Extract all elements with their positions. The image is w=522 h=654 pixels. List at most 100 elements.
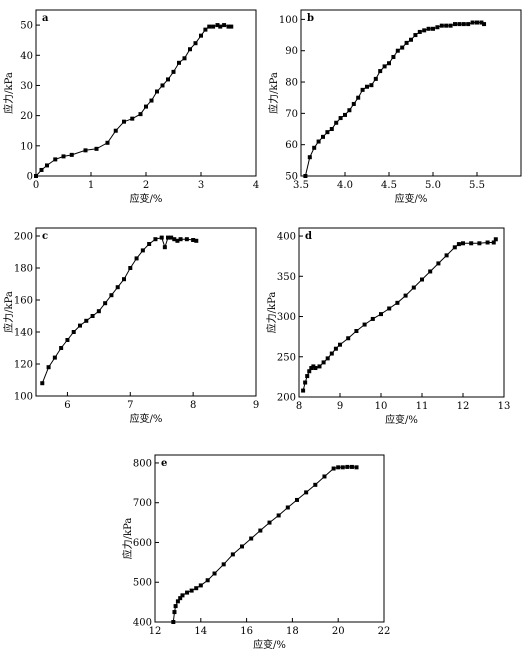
data-point bbox=[382, 64, 387, 69]
data-point bbox=[185, 590, 190, 595]
x-tick-label: 5.0 bbox=[425, 180, 441, 191]
y-tick-label: 600 bbox=[133, 538, 152, 549]
data-point bbox=[61, 154, 66, 159]
y-tick-label: 100 bbox=[279, 15, 298, 26]
x-tick-label: 12 bbox=[149, 626, 162, 637]
data-point bbox=[349, 464, 354, 469]
data-point bbox=[194, 238, 199, 243]
data-point bbox=[338, 116, 343, 121]
data-point bbox=[345, 464, 350, 469]
data-point bbox=[411, 285, 416, 290]
data-point bbox=[134, 256, 139, 261]
y-tick-label: 10 bbox=[20, 141, 33, 152]
panel-label: c bbox=[42, 231, 48, 242]
data-point bbox=[395, 300, 400, 305]
y-tick-label: 50 bbox=[285, 172, 298, 183]
x-tick-label: 2 bbox=[143, 180, 149, 191]
data-point bbox=[115, 285, 120, 290]
y-tick-label: 30 bbox=[20, 81, 33, 92]
data-point bbox=[325, 356, 330, 361]
data-point bbox=[479, 20, 484, 25]
data-point bbox=[456, 242, 461, 247]
data-point bbox=[452, 245, 457, 250]
data-point bbox=[172, 237, 177, 242]
data-point bbox=[351, 101, 356, 106]
y-tick-label: 350 bbox=[277, 272, 296, 283]
data-point bbox=[379, 312, 383, 317]
data-point bbox=[199, 33, 203, 38]
data-point bbox=[172, 610, 177, 615]
data-point bbox=[436, 261, 441, 266]
x-axis-title: 应变/% bbox=[130, 412, 163, 425]
data-point bbox=[212, 571, 217, 576]
data-point bbox=[211, 24, 216, 29]
data-point bbox=[175, 238, 180, 243]
data-point bbox=[193, 41, 198, 46]
x-tick-label: 4.0 bbox=[337, 180, 353, 191]
y-tick-label: 140 bbox=[14, 328, 33, 339]
x-tick-label: 4 bbox=[253, 180, 259, 191]
data-point bbox=[477, 241, 482, 246]
data-point bbox=[331, 466, 336, 471]
data-point bbox=[166, 77, 170, 82]
data-point bbox=[365, 84, 369, 89]
panel-label: b bbox=[307, 13, 314, 24]
data-point bbox=[230, 552, 235, 557]
data-point bbox=[90, 314, 95, 318]
data-point bbox=[175, 599, 180, 604]
data-point bbox=[147, 242, 152, 246]
data-point bbox=[198, 583, 203, 588]
y-tick-label: 70 bbox=[285, 109, 298, 120]
data-point bbox=[370, 316, 375, 321]
data-point bbox=[457, 22, 462, 27]
data-point bbox=[373, 76, 378, 81]
data-point bbox=[188, 47, 192, 52]
data-point bbox=[113, 128, 118, 133]
data-point bbox=[313, 366, 318, 371]
panel-d: 8 9 10 11 12 13 200 250 300 350 400 d 应变/% 应力/kPa bbox=[265, 227, 511, 426]
y-tick-label: 800 bbox=[133, 458, 152, 469]
y-tick-label: 160 bbox=[14, 296, 33, 307]
x-tick-label: 5.5 bbox=[469, 180, 485, 191]
data-point bbox=[356, 95, 361, 100]
x-tick-label: 18 bbox=[286, 626, 299, 637]
data-point bbox=[65, 338, 70, 342]
x-tick-label: 14 bbox=[194, 626, 207, 637]
data-point bbox=[276, 513, 281, 518]
series-line bbox=[302, 239, 497, 391]
data-point bbox=[105, 140, 110, 145]
y-tick-label: 180 bbox=[14, 264, 33, 275]
data-point bbox=[94, 146, 99, 151]
data-point bbox=[226, 24, 231, 29]
data-point bbox=[96, 309, 101, 314]
data-point bbox=[258, 528, 263, 533]
y-axis-title: 应力/kPa bbox=[267, 72, 280, 114]
data-point bbox=[40, 381, 45, 386]
data-point bbox=[144, 104, 148, 109]
x-tick-label: 3 bbox=[198, 180, 204, 191]
data-point bbox=[45, 163, 49, 168]
data-point bbox=[267, 520, 272, 525]
x-tick-label: 9 bbox=[253, 400, 259, 411]
data-point bbox=[69, 152, 74, 157]
y-tick-label: 90 bbox=[285, 46, 298, 57]
data-point bbox=[303, 174, 308, 178]
x-tick-label: 12 bbox=[457, 401, 470, 412]
data-point bbox=[346, 336, 351, 341]
plot-frame bbox=[35, 227, 257, 397]
data-point bbox=[461, 241, 465, 246]
data-point bbox=[194, 586, 199, 591]
x-tick-label: 13 bbox=[498, 401, 511, 412]
data-point bbox=[453, 22, 457, 27]
data-point bbox=[222, 23, 227, 28]
data-point bbox=[329, 351, 334, 356]
data-point bbox=[369, 83, 374, 88]
x-axis-title: 应变/% bbox=[395, 192, 428, 205]
data-point bbox=[304, 490, 309, 495]
data-point bbox=[305, 374, 310, 379]
data-point bbox=[312, 145, 317, 150]
data-point bbox=[229, 24, 234, 29]
y-tick-label: 50 bbox=[20, 21, 33, 32]
data-point bbox=[403, 293, 408, 298]
